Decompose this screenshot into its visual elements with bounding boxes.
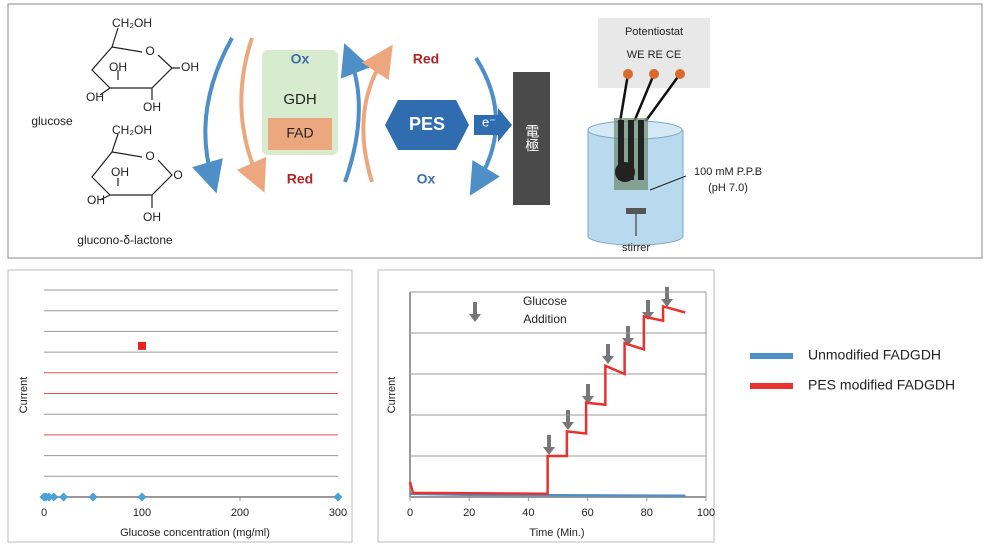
pes-label: PES — [409, 114, 445, 134]
x-axis-label: Glucose concentration (mg/ml) — [120, 527, 270, 539]
atom-label: O — [173, 168, 182, 182]
y-axis-label: Current — [18, 377, 30, 414]
electron-label: e⁻ — [482, 114, 496, 129]
x-tick-label: 300 — [329, 507, 347, 519]
annotation: Glucose — [523, 294, 567, 308]
atom-label: OH — [86, 90, 104, 104]
x-axis-label: Time (Min.) — [529, 527, 584, 539]
compound-name: glucose — [31, 114, 73, 128]
x-tick-label: 100 — [697, 507, 715, 519]
x-tick-label: 20 — [463, 507, 475, 519]
data-point — [138, 493, 147, 502]
figure: CH₂OH O OH OH OH OH glucose CH₂OH O O OH… — [0, 0, 986, 545]
data-line — [410, 306, 685, 493]
atom-label: CH₂OH — [112, 123, 152, 137]
data-point — [59, 493, 68, 502]
x-tick-label: 0 — [407, 507, 413, 519]
data-point — [89, 493, 98, 502]
gdh-label: GDH — [283, 91, 316, 108]
legend-label: PES modified FADGDH — [808, 377, 955, 393]
red-label: Red — [413, 51, 439, 67]
electrodes-label: WE RE CE — [627, 49, 681, 61]
x-tick-label: 80 — [641, 507, 653, 519]
ph-label: (pH 7.0) — [708, 182, 748, 194]
buffer-label: 100 mM P.P.B — [694, 166, 762, 178]
x-tick-label: 40 — [522, 507, 534, 519]
atom-label: OH — [143, 210, 161, 224]
x-tick-label: 100 — [133, 507, 151, 519]
data-point — [138, 342, 146, 350]
legend-label: Unmodified FADGDH — [808, 347, 941, 363]
y-axis-label: Current — [386, 377, 398, 414]
electrode-label: 電極 — [524, 124, 540, 152]
atom-label: OH — [181, 60, 199, 74]
atom-label: OH — [111, 165, 129, 179]
atom-label: OH — [143, 100, 161, 114]
potentiostat-label: Potentiostat — [625, 26, 683, 38]
atom-label: OH — [109, 60, 127, 74]
stirrer-label: stirrer — [622, 242, 650, 254]
x-tick-label: 60 — [581, 507, 593, 519]
atom-label: CH₂OH — [112, 16, 152, 30]
atom-label: OH — [87, 193, 105, 207]
x-tick-label: 0 — [41, 507, 47, 519]
red-label: Red — [287, 171, 313, 187]
data-point — [334, 493, 343, 502]
atom-label: O — [145, 149, 154, 163]
ox-label: Ox — [291, 51, 310, 67]
data-point — [49, 493, 58, 502]
addition-arrows — [469, 287, 673, 455]
compound-name: glucono-δ-lactone — [77, 233, 173, 247]
annotation: Addition — [523, 312, 566, 326]
ox-label: Ox — [417, 171, 436, 187]
atom-label: O — [145, 44, 154, 58]
fad-label: FAD — [286, 125, 313, 141]
x-tick-label: 200 — [231, 507, 249, 519]
